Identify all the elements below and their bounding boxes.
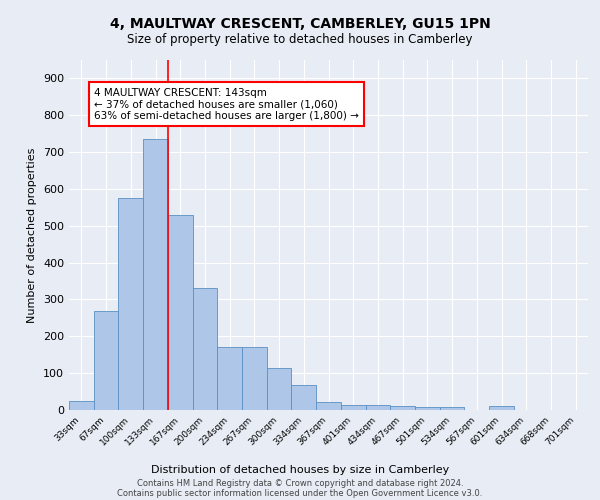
Bar (390, 406, 415, 410)
Bar (168, 214, 193, 410)
Text: Size of property relative to detached houses in Camberley: Size of property relative to detached ho… (127, 32, 473, 46)
Bar (365, 405, 390, 410)
Text: Contains HM Land Registry data © Crown copyright and database right 2024.: Contains HM Land Registry data © Crown c… (137, 478, 463, 488)
Bar (267, 368, 292, 410)
Bar (193, 288, 217, 410)
Bar (415, 407, 440, 410)
Bar (94, 310, 118, 410)
Bar (341, 405, 365, 410)
Bar (440, 407, 464, 410)
Bar (69, 401, 94, 410)
Bar (489, 406, 514, 410)
Bar (118, 198, 143, 410)
Text: 4 MAULTWAY CRESCENT: 143sqm
← 37% of detached houses are smaller (1,060)
63% of : 4 MAULTWAY CRESCENT: 143sqm ← 37% of det… (94, 88, 359, 121)
Bar (292, 385, 316, 410)
Bar (316, 402, 341, 410)
Text: 4, MAULTWAY CRESCENT, CAMBERLEY, GU15 1PN: 4, MAULTWAY CRESCENT, CAMBERLEY, GU15 1P… (110, 18, 490, 32)
Bar (143, 139, 168, 410)
Text: Contains public sector information licensed under the Open Government Licence v3: Contains public sector information licen… (118, 488, 482, 498)
Bar (217, 348, 242, 410)
Y-axis label: Number of detached properties: Number of detached properties (28, 148, 37, 322)
Bar (242, 348, 267, 410)
Text: Distribution of detached houses by size in Camberley: Distribution of detached houses by size … (151, 465, 449, 475)
